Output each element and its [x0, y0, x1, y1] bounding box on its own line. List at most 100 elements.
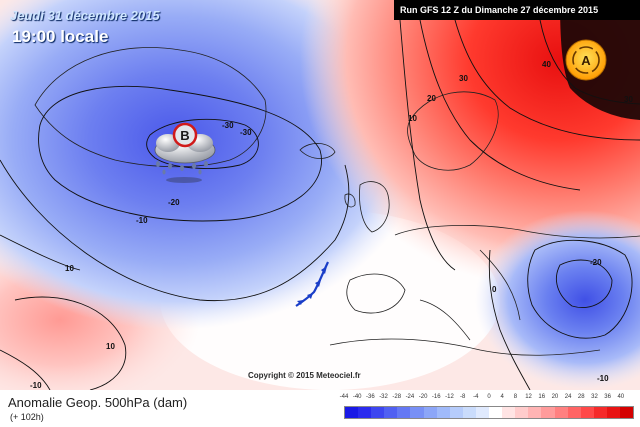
- scale-tick-label: 36: [604, 394, 611, 400]
- isolines: [0, 19, 640, 390]
- legend-footer: Anomalie Geop. 500hPa (dam) (+ 102h) -44…: [0, 390, 640, 427]
- scale-swatch: [619, 407, 634, 418]
- balkans-coast: [479, 249, 521, 321]
- iceland-coast: [299, 143, 336, 159]
- low-letter: B: [180, 128, 189, 143]
- scale-swatch: [593, 407, 607, 418]
- isoline-20: [419, 19, 581, 191]
- isoline-label: 10: [106, 342, 115, 351]
- ireland-coast: [344, 193, 356, 208]
- isoline-label: -10: [136, 216, 148, 225]
- scale-swatch: [528, 407, 542, 418]
- north-africa-coast: [329, 338, 601, 356]
- sun-disc: [565, 39, 607, 81]
- isoline-40: [539, 19, 640, 105]
- scale-tick-label: 8: [513, 394, 518, 400]
- iberia-coast: [346, 273, 406, 314]
- sun-high-icon: A: [565, 39, 607, 81]
- scale-swatch: [449, 407, 463, 418]
- isoline-label: -30: [222, 121, 234, 130]
- southeast-negative-anomaly: [475, 210, 640, 390]
- scale-tick-label: -24: [405, 394, 415, 400]
- scale-tick-label: 40: [617, 394, 625, 400]
- scale-tick-label: -20: [418, 394, 428, 400]
- scale-tick-label: 32: [591, 394, 598, 400]
- scale-swatch: [358, 407, 372, 418]
- model-run-banner: Run GFS 12 Z du Dimanche 27 décembre 201…: [394, 0, 640, 20]
- low-circle: [172, 122, 198, 148]
- forecast-lead-time: (+ 102h): [10, 412, 44, 422]
- scale-swatch: [371, 407, 385, 418]
- anomaly-map: B A -30 -30 -20: [0, 0, 640, 390]
- scale-tick-label: 0: [487, 394, 491, 400]
- cold-front: [295, 261, 329, 307]
- isoline-label: 10: [65, 264, 74, 273]
- greenland-coast: [34, 47, 267, 168]
- scale-tick-label: 24: [564, 394, 572, 400]
- forecast-date: Jeudi 31 décembre 2015: [10, 8, 160, 23]
- anomaly-field: B A: [0, 0, 640, 390]
- isoline-minus-20: [38, 85, 322, 222]
- isoline-label: 30: [624, 95, 633, 104]
- sun-ring: [572, 46, 600, 74]
- scale-tick-label: -16: [431, 394, 441, 400]
- forecast-time: 19:00 locale: [12, 27, 109, 46]
- scale-tick-label: -44: [339, 394, 349, 400]
- scale-tick-label: -28: [392, 394, 402, 400]
- scale-tick-label: 12: [525, 394, 532, 400]
- isoline-label: -20: [168, 198, 180, 207]
- front-triangle: [321, 266, 327, 274]
- scale-tick-label: -40: [352, 394, 362, 400]
- scale-swatch: [397, 407, 411, 418]
- scale-tick-label: 28: [577, 394, 585, 400]
- isoline-10-southwest: [14, 296, 127, 390]
- scale-tick-label: 4: [500, 394, 504, 400]
- scale-tick-label: -8: [459, 394, 466, 400]
- isoline-minus-10-se: [527, 239, 633, 339]
- scale-swatch: [462, 407, 476, 418]
- legend-title: Anomalie Geop. 500hPa (dam): [8, 395, 188, 410]
- cloud-shadow: [166, 177, 202, 183]
- front-triangle: [315, 280, 321, 287]
- continent-north-coast: [394, 225, 640, 239]
- scale-tick-label: 16: [538, 394, 546, 400]
- isoline-10-west: [0, 234, 81, 271]
- scandinavia-coast: [407, 91, 499, 171]
- isoline-minus-10: [0, 159, 350, 302]
- high-letter: A: [581, 53, 591, 68]
- scale-swatch: [580, 407, 594, 418]
- scale-swatch: [606, 407, 620, 418]
- isoline-minus-30: [146, 118, 259, 169]
- isoline-0: [488, 249, 531, 390]
- scale-swatch: [475, 407, 490, 418]
- scale-tick-label: -4: [473, 394, 479, 400]
- scale-swatch: [345, 407, 359, 418]
- isoline-label: 40: [542, 60, 551, 69]
- isoline-label: -20: [590, 258, 602, 267]
- scale-tick-label: -12: [445, 394, 454, 400]
- scale-tick-label: 20: [551, 394, 559, 400]
- isoline-label: 10: [408, 114, 417, 123]
- scale-swatch: [423, 407, 437, 418]
- isoline-label: -10: [597, 374, 609, 383]
- color-scale-ticks: -44 -40 -36 -32 -28 -24 -20 -16 -12 -8 -4 0 4 8 12 16 20…: [340, 394, 634, 404]
- front-triangle: [297, 300, 303, 305]
- rain-cloud-low-icon: B: [154, 122, 216, 183]
- scale-swatch: [502, 407, 516, 418]
- isoline-10-east: [399, 19, 456, 271]
- front-triangle: [307, 293, 313, 299]
- isoline-label: 30: [459, 74, 468, 83]
- british-isles-coast: [359, 181, 390, 233]
- isoline-30: [454, 19, 640, 141]
- scale-swatch: [384, 407, 398, 418]
- scale-tick-label: -32: [379, 394, 388, 400]
- scale-swatch: [541, 407, 555, 418]
- scale-swatch: [410, 407, 424, 418]
- coastlines: [34, 47, 640, 356]
- scale-tick-label: -36: [366, 394, 375, 400]
- isoline-label: -10: [30, 381, 42, 390]
- isoline-minus-20-se: [556, 259, 613, 308]
- scale-swatch: [515, 407, 529, 418]
- scale-swatch: [567, 407, 581, 418]
